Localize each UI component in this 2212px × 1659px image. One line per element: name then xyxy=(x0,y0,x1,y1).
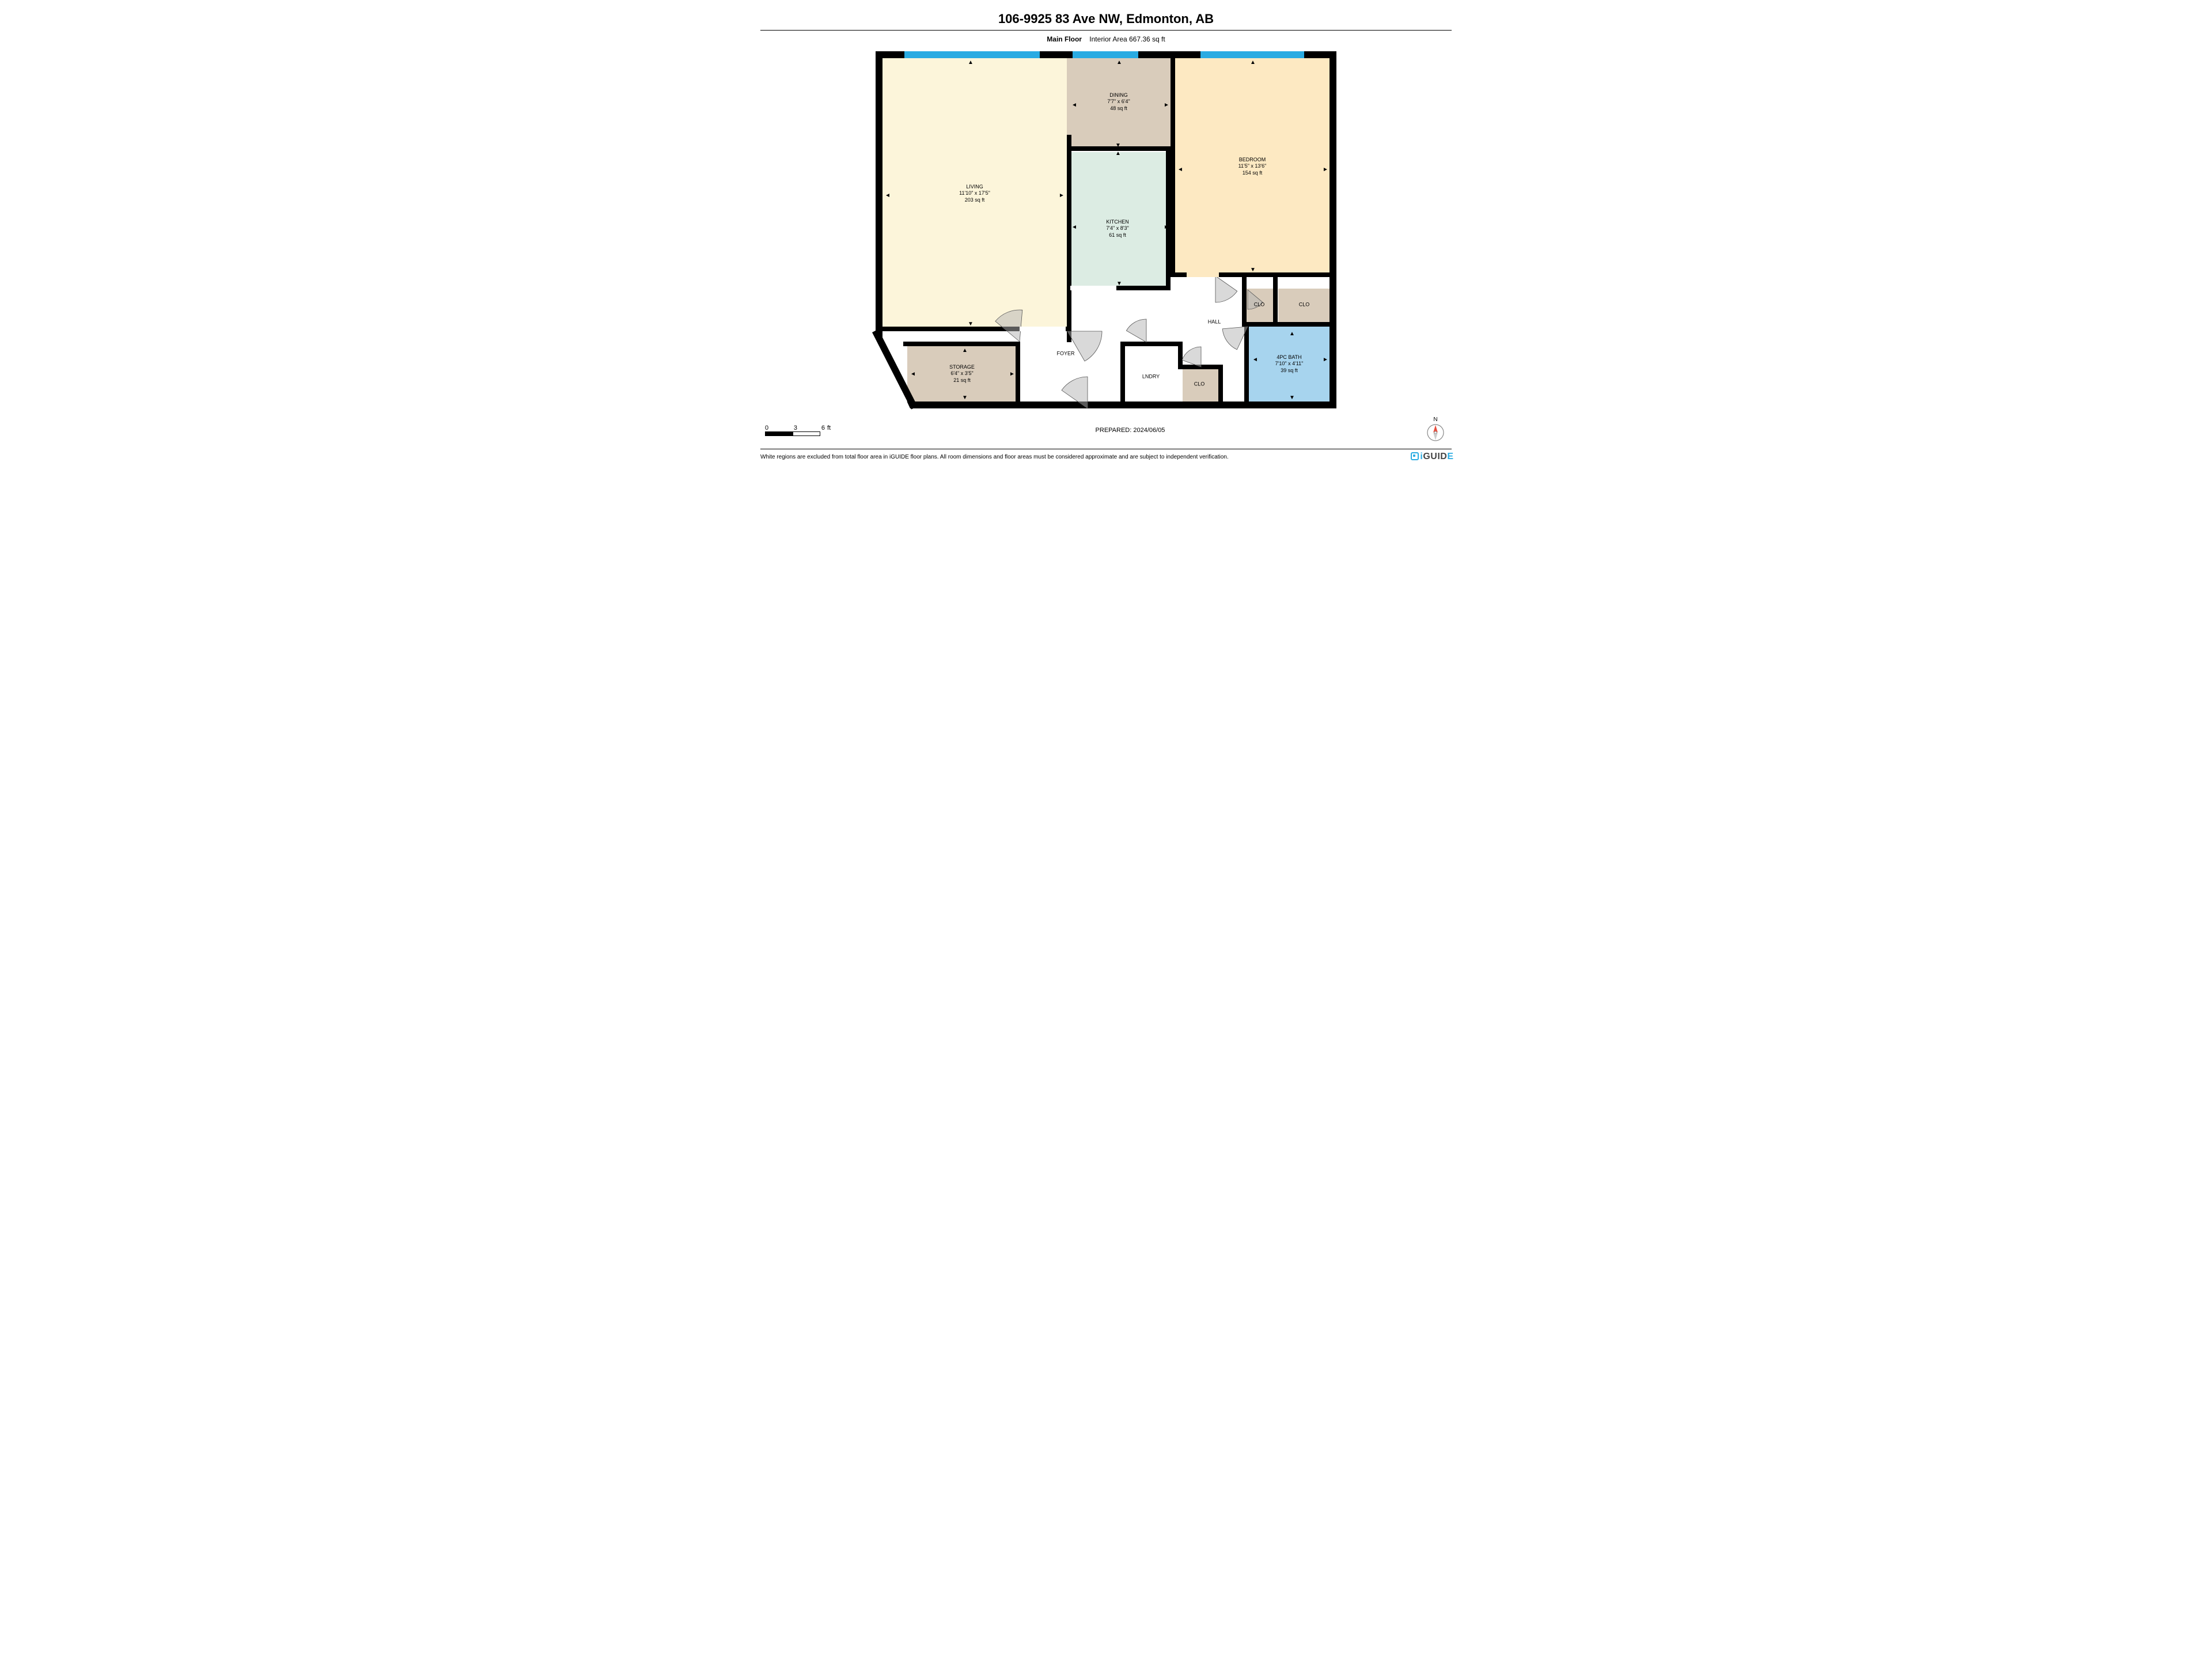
compass: N xyxy=(1424,419,1447,442)
dim-arrow: ◄ xyxy=(885,192,891,199)
label-dining: DINING7'7" x 6'4"48 sq ft xyxy=(1107,92,1130,112)
dim-arrow: ▼ xyxy=(962,395,968,401)
compass-n: N xyxy=(1424,416,1447,423)
bottom-row: 036 ft PREPARED: 2024/06/05 N xyxy=(760,419,1452,442)
dim-arrow: ◄ xyxy=(910,371,916,377)
label-foyer: FOYER xyxy=(1056,350,1074,357)
scale-unit: ft xyxy=(825,425,836,431)
scale-labels: 036 ft xyxy=(765,425,836,431)
scale-seg xyxy=(765,431,793,436)
dim-arrow: ▲ xyxy=(968,59,974,66)
dim-arrow: ▼ xyxy=(1116,281,1122,287)
scale-mark: 0 xyxy=(765,425,770,431)
prepared-date: 2024/06/05 xyxy=(1133,427,1165,434)
disclaimer: White regions are excluded from total fl… xyxy=(760,454,1229,460)
label-storage: STORAGE6'4" x 3'5"21 sq ft xyxy=(949,364,975,384)
title-rule xyxy=(760,30,1452,31)
w-kit-left xyxy=(1067,146,1071,290)
dim-arrow: ▲ xyxy=(1115,150,1121,157)
label-kitchen: KITCHEN7'4" x 8'3"61 sq ft xyxy=(1106,219,1129,238)
dim-arrow: ▼ xyxy=(1250,267,1256,273)
window-0 xyxy=(904,51,1040,58)
scale-mark: 3 xyxy=(770,425,797,431)
w-bed-left xyxy=(1171,51,1175,277)
floor-plan: LIVING11'10" x 17'5"203 sq ft DINING7'7" … xyxy=(876,51,1336,408)
door-lndry xyxy=(1122,318,1171,366)
scale-mark: 6 xyxy=(797,425,825,431)
iguide-logo: iGUIDE xyxy=(1411,452,1452,462)
dim-arrow: ▲ xyxy=(1116,59,1122,66)
page-title: 106-9925 83 Ave NW, Edmonton, AB xyxy=(760,12,1452,26)
label-clo_small: CLO xyxy=(1194,381,1205,387)
dim-arrow: ► xyxy=(1164,102,1169,108)
dim-arrow: ▲ xyxy=(1250,59,1256,66)
wall-right xyxy=(1330,51,1336,408)
page: 106-9925 83 Ave NW, Edmonton, AB Main Fl… xyxy=(737,0,1475,468)
label-hall: HALL xyxy=(1208,319,1221,325)
dim-arrow: ▼ xyxy=(968,321,974,327)
label-bath: 4PC BATH7'10" x 4'11"39 sq ft xyxy=(1275,354,1304,374)
dim-arrow: ▼ xyxy=(1115,142,1121,149)
area-label: Interior Area 667.36 sq ft xyxy=(1089,35,1165,43)
dim-arrow: ◄ xyxy=(1071,102,1077,108)
dim-arrow: ► xyxy=(1059,192,1065,199)
dim-arrow: ► xyxy=(1323,357,1328,363)
dim-arrow: ▲ xyxy=(1289,331,1295,337)
scale-seg xyxy=(793,431,820,436)
scale-bar xyxy=(765,431,836,436)
dim-arrow: ▼ xyxy=(1289,395,1295,401)
w-kit-right xyxy=(1166,146,1171,290)
label-lndry: LNDRY xyxy=(1142,373,1160,380)
dim-arrow: ► xyxy=(1164,224,1169,230)
subtitle: Main Floor Interior Area 667.36 sq ft xyxy=(760,35,1452,43)
prepared-label: PREPARED: xyxy=(1096,427,1132,434)
prepared-text: PREPARED: 2024/06/05 xyxy=(1096,427,1165,434)
dim-arrow: ▲ xyxy=(962,347,968,354)
dim-arrow: ◄ xyxy=(1071,224,1077,230)
label-living: LIVING11'10" x 17'5"203 sq ft xyxy=(959,184,990,203)
floor-label: Main Floor xyxy=(1047,35,1082,43)
dim-arrow: ◄ xyxy=(1177,166,1183,173)
dim-arrow: ► xyxy=(1009,371,1015,377)
scale-bar-group: 036 ft xyxy=(765,425,836,436)
label-clo_big: CLO xyxy=(1299,301,1310,308)
window-2 xyxy=(1200,51,1304,58)
footer: White regions are excluded from total fl… xyxy=(760,449,1452,462)
label-clo_mid: CLO xyxy=(1254,301,1265,308)
window-1 xyxy=(1073,51,1138,58)
dim-arrow: ► xyxy=(1323,166,1328,173)
label-bedroom: BEDROOM11'5" x 13'6"154 sq ft xyxy=(1238,157,1267,176)
dim-arrow: ◄ xyxy=(1252,357,1258,363)
